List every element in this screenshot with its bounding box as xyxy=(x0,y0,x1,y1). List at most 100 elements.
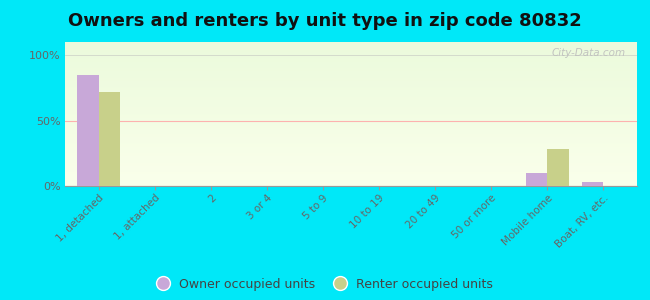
Bar xyxy=(65,81,637,82)
Bar xyxy=(65,80,637,81)
Bar xyxy=(65,179,637,180)
Bar xyxy=(65,183,637,184)
Bar xyxy=(65,154,637,156)
Bar xyxy=(582,182,603,186)
Bar xyxy=(65,98,637,100)
Bar xyxy=(65,110,637,111)
Bar xyxy=(65,82,637,84)
Bar xyxy=(65,49,637,51)
Bar xyxy=(65,71,637,72)
Legend: Owner occupied units, Renter occupied units: Owner occupied units, Renter occupied un… xyxy=(157,278,493,291)
Bar xyxy=(65,103,637,104)
Bar xyxy=(65,69,637,71)
Bar xyxy=(65,97,637,98)
Bar xyxy=(65,89,637,91)
Bar xyxy=(65,116,637,117)
Bar xyxy=(65,42,637,44)
Bar xyxy=(65,182,637,183)
Bar xyxy=(65,146,637,147)
Bar xyxy=(65,161,637,163)
Bar xyxy=(65,118,637,120)
Bar xyxy=(65,164,637,166)
Bar xyxy=(65,100,637,101)
Bar xyxy=(65,88,637,89)
Bar xyxy=(65,87,637,88)
Bar xyxy=(65,166,637,167)
Bar xyxy=(65,76,637,78)
Bar xyxy=(65,68,637,69)
Bar xyxy=(65,56,637,58)
Bar xyxy=(65,125,637,127)
Bar xyxy=(65,48,637,49)
Bar xyxy=(65,101,637,103)
Bar xyxy=(65,147,637,148)
Bar xyxy=(65,52,637,53)
Bar xyxy=(65,44,637,45)
Bar xyxy=(65,55,637,56)
Bar xyxy=(65,141,637,143)
Bar xyxy=(65,92,637,94)
Bar xyxy=(65,120,637,121)
Bar xyxy=(65,104,637,105)
Bar xyxy=(65,148,637,150)
Bar xyxy=(65,127,637,128)
Bar xyxy=(65,156,637,157)
Text: Owners and renters by unit type in zip code 80832: Owners and renters by unit type in zip c… xyxy=(68,12,582,30)
Bar xyxy=(65,133,637,134)
Bar xyxy=(65,53,637,55)
Bar xyxy=(65,159,637,160)
Bar xyxy=(65,153,637,154)
Bar xyxy=(65,150,637,152)
Bar xyxy=(65,84,637,85)
Bar xyxy=(65,152,637,153)
Bar xyxy=(65,91,637,92)
Bar xyxy=(65,160,637,161)
Bar xyxy=(65,144,637,146)
Bar xyxy=(65,111,637,112)
Bar xyxy=(65,121,637,123)
Bar xyxy=(77,75,99,186)
Text: City-Data.com: City-Data.com xyxy=(551,48,625,58)
Bar xyxy=(65,131,637,133)
Bar xyxy=(65,128,637,130)
Bar xyxy=(65,123,637,124)
Bar xyxy=(65,176,637,177)
Bar xyxy=(65,108,637,110)
Bar xyxy=(65,157,637,159)
Bar xyxy=(65,173,637,175)
Bar xyxy=(65,59,637,61)
Bar xyxy=(65,72,637,74)
Bar xyxy=(65,51,637,52)
Bar xyxy=(65,65,637,67)
Bar xyxy=(65,107,637,108)
Bar xyxy=(65,75,637,76)
Bar xyxy=(99,92,120,186)
Bar xyxy=(65,45,637,46)
Bar xyxy=(65,170,637,172)
Bar xyxy=(65,163,637,164)
Bar xyxy=(65,74,637,75)
Bar xyxy=(65,184,637,186)
Bar xyxy=(65,61,637,62)
Bar xyxy=(547,149,569,186)
Bar xyxy=(65,137,637,139)
Bar xyxy=(65,136,637,137)
Bar xyxy=(65,180,637,182)
Bar xyxy=(65,67,637,68)
Bar xyxy=(65,139,637,140)
Bar xyxy=(65,143,637,144)
Bar xyxy=(65,64,637,65)
Bar xyxy=(526,173,547,186)
Bar xyxy=(65,175,637,176)
Bar xyxy=(65,177,637,179)
Bar xyxy=(65,85,637,87)
Bar xyxy=(65,78,637,80)
Bar xyxy=(65,140,637,141)
Bar xyxy=(65,172,637,173)
Bar xyxy=(65,94,637,95)
Bar xyxy=(65,167,637,169)
Bar xyxy=(65,46,637,48)
Bar xyxy=(65,58,637,59)
Bar xyxy=(65,134,637,136)
Bar xyxy=(65,112,637,114)
